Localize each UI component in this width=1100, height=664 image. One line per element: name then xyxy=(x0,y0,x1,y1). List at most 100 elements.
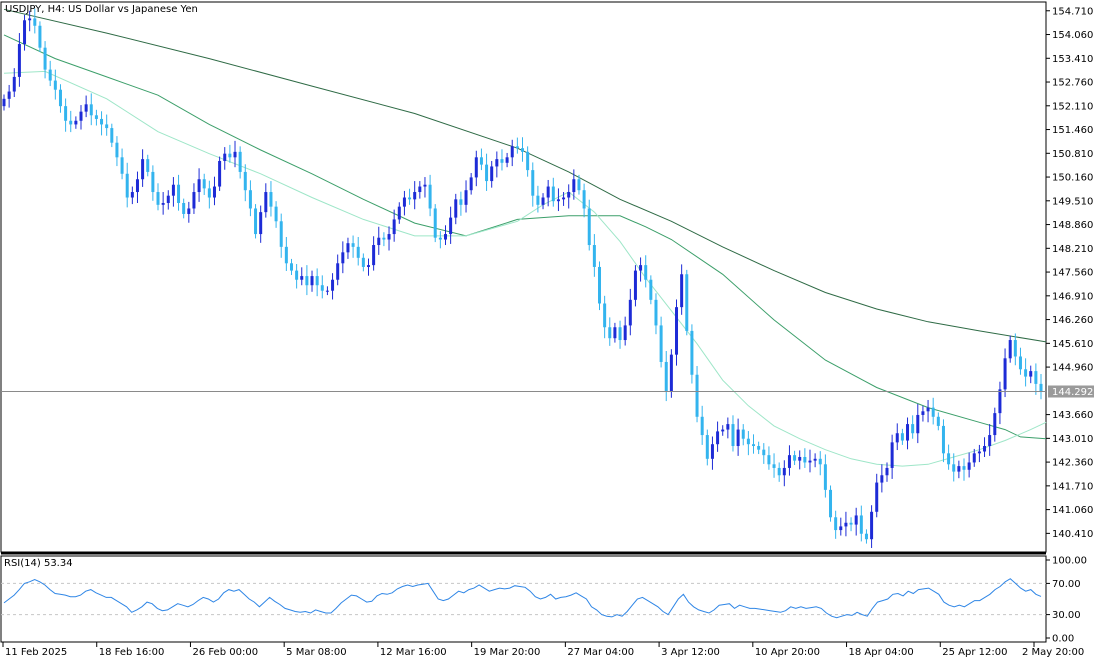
candle-body xyxy=(377,237,381,246)
candle-body xyxy=(983,446,987,452)
candle-body xyxy=(1029,371,1033,377)
candle-body xyxy=(515,146,519,149)
candle-body xyxy=(562,197,566,200)
candle-body xyxy=(428,184,432,209)
candle-body xyxy=(94,115,98,119)
candle-body xyxy=(895,433,899,443)
candle-body xyxy=(58,89,62,107)
candle-body xyxy=(279,221,283,247)
price-axis-label: 141.060 xyxy=(1052,505,1093,516)
candle-body xyxy=(177,184,181,203)
candle-body xyxy=(613,327,617,339)
main-pane-frame xyxy=(0,1,1047,553)
candle-body xyxy=(654,299,658,326)
candle-body xyxy=(926,407,930,412)
candle-body xyxy=(567,192,571,198)
candle-body xyxy=(900,433,904,441)
candle-body xyxy=(341,252,345,264)
candle-body xyxy=(680,274,684,308)
rsi-axis-label: 0.00 xyxy=(1052,634,1074,645)
candle-body xyxy=(957,466,961,472)
candle-body xyxy=(777,467,781,476)
moving-average-slow-line xyxy=(3,8,1047,343)
price-axis-label: 152.110 xyxy=(1052,101,1093,112)
candle-body xyxy=(931,407,935,417)
price-axis-label: 146.260 xyxy=(1052,315,1093,326)
rsi-pane-frame xyxy=(0,555,1047,643)
rsi-title: RSI(14) 53.34 xyxy=(4,558,73,569)
candle-body xyxy=(130,192,134,198)
candle-body xyxy=(603,303,607,328)
candle-body xyxy=(639,265,643,271)
candle-body xyxy=(669,354,673,392)
candle-body xyxy=(89,104,93,116)
candle-body xyxy=(782,467,786,476)
candle-body xyxy=(7,91,11,99)
candle-body xyxy=(459,199,463,205)
time-axis-label: 11 Feb 2025 xyxy=(5,647,67,658)
time-axis-label: 25 Apr 12:00 xyxy=(942,647,1007,658)
candle-body xyxy=(916,414,920,434)
candle-body xyxy=(829,489,833,518)
candle-body xyxy=(48,69,52,81)
candle-body xyxy=(936,416,940,426)
candle-body xyxy=(295,270,299,280)
candle-body xyxy=(556,199,560,202)
candle-body xyxy=(972,453,976,463)
candle-body xyxy=(998,389,1002,414)
candle-body xyxy=(100,118,104,125)
candle-body xyxy=(623,325,627,341)
candle-body xyxy=(212,186,216,198)
candle-body xyxy=(885,467,889,476)
candle-body xyxy=(166,195,170,203)
candle-body xyxy=(305,276,309,286)
candle-body xyxy=(967,462,971,470)
candle-body xyxy=(325,290,329,292)
candle-body xyxy=(274,206,278,222)
candle-body xyxy=(408,197,412,200)
candle-body xyxy=(690,330,694,375)
candle-body xyxy=(69,120,73,125)
candle-body xyxy=(633,270,637,300)
candle-body xyxy=(526,151,530,171)
candle-body xyxy=(803,456,807,463)
rsi-axis-label: 70.00 xyxy=(1052,579,1081,590)
candle-body xyxy=(731,424,735,447)
candle-body xyxy=(110,128,114,143)
price-axis-label: 150.160 xyxy=(1052,173,1093,184)
candle-body xyxy=(397,206,401,220)
candle-body xyxy=(906,424,910,441)
candle-body xyxy=(120,157,124,174)
candle-body xyxy=(536,195,540,205)
moving-average-mid-line xyxy=(3,34,1047,440)
candle-body xyxy=(23,20,27,45)
candle-body xyxy=(1013,340,1017,357)
candle-body xyxy=(433,208,437,238)
candle-body xyxy=(762,449,766,456)
candle-body xyxy=(1024,369,1028,377)
candle-body xyxy=(700,416,704,436)
candle-body xyxy=(757,446,761,450)
candle-body xyxy=(28,18,32,21)
candle-body xyxy=(993,413,997,436)
candle-body xyxy=(649,279,653,300)
candle-body xyxy=(479,157,483,165)
candle-body xyxy=(772,464,776,468)
candle-body xyxy=(449,217,453,235)
candle-body xyxy=(510,146,514,158)
candle-body xyxy=(746,438,750,445)
candle-body xyxy=(736,429,740,447)
time-axis-label: 18 Feb 16:00 xyxy=(99,647,165,658)
candle-body xyxy=(248,190,252,209)
price-axis-label: 142.360 xyxy=(1052,458,1093,469)
candle-body xyxy=(823,464,827,490)
candle-body xyxy=(577,179,581,191)
candle-body xyxy=(372,245,376,266)
candle-body xyxy=(726,424,730,430)
candle-body xyxy=(264,192,268,213)
candle-body xyxy=(911,424,915,434)
candle-body xyxy=(17,44,21,77)
candle-body xyxy=(541,197,545,205)
